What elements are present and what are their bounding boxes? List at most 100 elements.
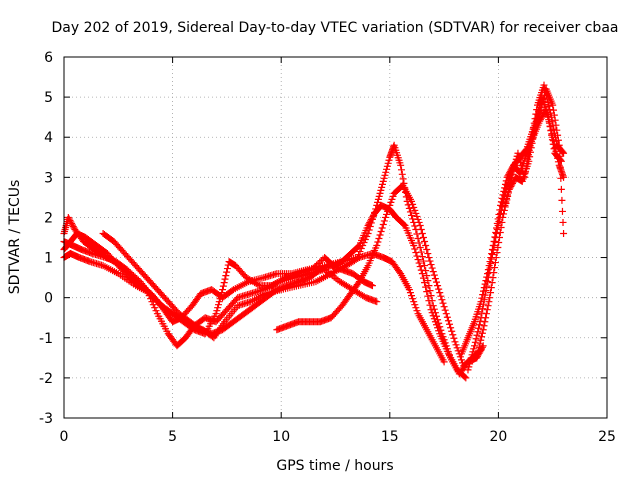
data-point [485,298,493,306]
data-point [424,292,432,300]
data-point [470,345,478,353]
data-point [151,295,159,303]
y-tick-label: 3 [44,170,53,186]
data-point [507,177,515,185]
data-point [552,137,560,145]
data-point [414,256,422,264]
data-point [476,340,484,348]
data-point [430,271,438,279]
data-point [471,342,479,350]
data-point [515,152,523,160]
data-point [522,164,530,172]
data-point [447,324,455,332]
data-point [379,177,387,185]
data-point [381,171,389,179]
data-point [542,92,550,100]
data-point [384,207,392,215]
data-point [490,238,498,246]
data-point [367,217,375,225]
y-tick-label: -2 [39,371,53,387]
data-point [375,235,383,243]
data-point [416,263,424,271]
data-point [214,304,222,312]
data-point [516,158,524,166]
data-point [376,189,384,197]
data-point [469,348,477,356]
data-point [368,214,376,222]
data-point [551,129,559,137]
data-point [412,304,420,312]
data-point [435,285,443,293]
data-point [440,358,448,366]
data-point [67,218,75,226]
data-point [449,331,457,339]
data-point [405,286,413,294]
data-point [432,321,440,329]
data-point [399,175,407,183]
data-point [426,257,434,265]
data-point [481,318,489,326]
data-point [482,310,490,318]
data-point [409,200,417,208]
series-track-j [501,81,568,209]
data-point [551,116,559,124]
x-tick-label: 10 [272,429,290,445]
data-point [312,261,320,269]
data-point [478,294,486,302]
data-point [536,116,544,124]
data-point [219,286,227,294]
data-point [531,115,539,123]
data-point [479,326,487,334]
data-point [427,261,435,269]
data-point [527,137,535,145]
data-point [380,174,388,182]
data-point [548,117,556,125]
series-track-c [60,201,470,382]
data-point [221,275,229,283]
data-point [415,239,423,247]
data-point [450,334,458,342]
data-point [125,267,133,275]
y-tick-label: -1 [39,331,53,347]
data-point [488,279,496,287]
data-point [442,310,450,318]
data-point [504,172,512,180]
data-point [366,218,374,226]
x-tick-label: 20 [489,429,507,445]
data-point [431,318,439,326]
data-point [438,296,446,304]
data-point [410,298,418,306]
data-point [549,140,557,148]
x-tick-label: 5 [168,429,177,445]
data-point [311,263,319,271]
data-point [428,264,436,272]
axis-ticks [63,56,608,419]
data-point [434,282,442,290]
data-point [130,272,138,280]
data-point [491,264,499,272]
data-point [473,331,481,339]
data-point [386,201,394,209]
data-point [217,292,225,300]
data-point [486,294,494,302]
data-point [157,301,165,309]
data-point [396,268,404,276]
data-point [151,304,159,312]
data-point [126,269,134,277]
data-point [397,161,405,169]
data-point [494,244,502,252]
data-point [159,303,167,311]
data-point [547,113,555,121]
data-point [487,289,495,297]
data-point [461,373,469,381]
data-point [551,133,559,141]
data-point [502,198,510,206]
data-point [520,173,528,181]
data-point [559,218,567,226]
data-point [479,291,487,299]
chart-title: Day 202 of 2019, Sidereal Day-to-day VTE… [52,20,619,36]
data-point [457,356,465,364]
data-point [523,160,531,168]
data-point [354,255,362,263]
